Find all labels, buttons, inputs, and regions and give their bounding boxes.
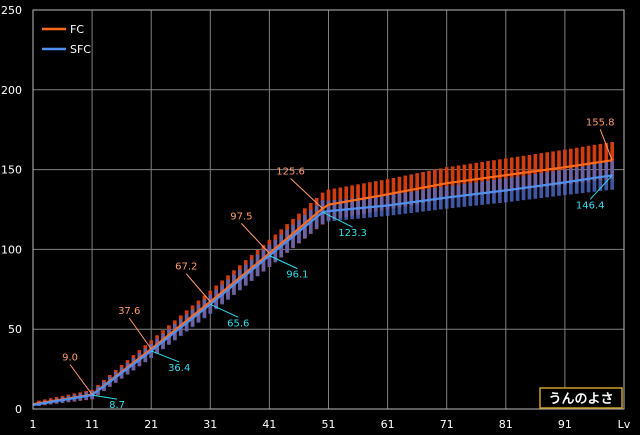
data-label-sfc-lv-31: 65.6 xyxy=(227,318,249,329)
data-label-fc-lv-31: 67.2 xyxy=(175,262,197,273)
annotation-leaders xyxy=(69,129,613,400)
data-label-fc-lv-21: 37.6 xyxy=(118,306,140,317)
data-label-fc-lv-99: 155.8 xyxy=(586,117,615,128)
x-tick-label-51: 51 xyxy=(322,418,336,431)
leader-sfc-lv-50 xyxy=(322,211,353,228)
data-label-fc-lv-50: 125.6 xyxy=(276,167,305,178)
leader-sfc-lv-31 xyxy=(210,303,239,318)
x-tick-label-1: 1 xyxy=(30,418,37,431)
leader-sfc-lv-99 xyxy=(589,175,613,200)
leader-sfc-lv-21 xyxy=(151,350,180,363)
x-axis-label: Lv xyxy=(618,418,631,431)
leader-fc-lv-31 xyxy=(185,273,211,303)
series-lines xyxy=(32,159,613,407)
legend: FC SFC xyxy=(42,23,91,56)
leader-sfc-lv-11 xyxy=(92,394,118,400)
x-tick-label-21: 21 xyxy=(144,418,158,431)
y-tick-label-200: 200 xyxy=(1,84,22,97)
leader-fc-lv-11 xyxy=(69,364,93,395)
credit-badge-box xyxy=(539,387,623,409)
legend-label-fc: FC xyxy=(70,23,84,36)
x-tick-label-81: 81 xyxy=(499,418,513,431)
y-tick-label-50: 50 xyxy=(8,323,22,336)
leader-fc-lv-21 xyxy=(128,317,152,350)
data-label-fc-lv-11: 9.0 xyxy=(62,353,78,364)
leader-sfc-lv-41 xyxy=(269,255,298,270)
y-tick-label-150: 150 xyxy=(1,164,22,177)
x-tick-label-11: 11 xyxy=(85,418,99,431)
credit-badge: うんのよさ xyxy=(539,387,623,409)
x-tick-label-71: 71 xyxy=(440,418,454,431)
data-label-fc-lv-41: 97.5 xyxy=(230,211,252,222)
y-tick-label-100: 100 xyxy=(1,243,22,256)
data-label-sfc-lv-21: 36.4 xyxy=(168,363,190,374)
plot-border xyxy=(32,9,625,410)
sfc-series-line xyxy=(32,174,613,407)
x-tick-label-91: 91 xyxy=(558,418,572,431)
data-label-sfc-lv-50: 123.3 xyxy=(338,228,367,239)
leader-fc-lv-99 xyxy=(599,129,613,161)
leader-fc-lv-50 xyxy=(290,178,323,209)
y-tick-label-250: 250 xyxy=(1,4,22,17)
leader-fc-lv-41 xyxy=(241,223,270,254)
credit-text: うんのよさ xyxy=(548,392,613,407)
x-tick-label-41: 41 xyxy=(262,418,276,431)
y-tick-label-0: 0 xyxy=(15,403,22,416)
data-label-sfc-lv-99: 146.4 xyxy=(576,200,605,211)
data-label-sfc-lv-41: 96.1 xyxy=(286,270,308,281)
x-tick-label-31: 31 xyxy=(203,418,217,431)
x-tick-label-61: 61 xyxy=(381,418,395,431)
data-labels: 9.0 37.6 67.2 97.5 125.6 155.8 8.7 36.4 65.6 96.1… xyxy=(62,117,614,411)
fc-series-line xyxy=(32,159,613,406)
data-label-sfc-lv-11: 8.7 xyxy=(109,400,125,411)
legend-label-sfc: SFC xyxy=(70,43,91,56)
